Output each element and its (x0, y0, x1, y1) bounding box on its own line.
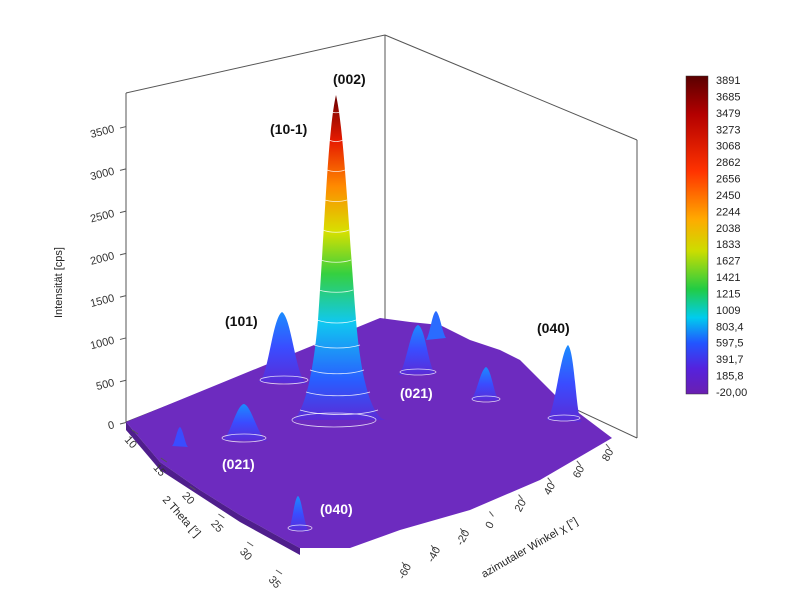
peak-label-040-back: (040) (537, 320, 570, 336)
y-tick-mark (459, 527, 465, 534)
colorbar-label: 1421 (716, 272, 740, 284)
surface-floor (126, 318, 612, 548)
x-tick-label: 35 (266, 574, 283, 591)
y-tick-mark (605, 443, 611, 450)
z-tick-mark (119, 252, 127, 256)
colorbar-label: 1627 (716, 256, 740, 268)
y-tick-label: 40 (542, 481, 558, 497)
z-tick-label: 1500 (89, 292, 116, 310)
y-tick-mark (576, 460, 582, 467)
y-tick-label: 80 (600, 447, 616, 463)
colorbar-label: 1833 (716, 239, 740, 251)
colorbar-label: 185,8 (716, 371, 744, 383)
z-axis-title: Intensität [cps] (53, 247, 65, 318)
x-tick-label: 25 (208, 518, 225, 535)
z-tick-label: 3000 (89, 166, 116, 184)
peak-021-back2-shape (426, 311, 446, 340)
floor-contours (221, 368, 581, 532)
colorbar-label: 1215 (716, 288, 740, 300)
surface-floor-front (126, 422, 300, 555)
peak-label-021-back: (021) (400, 385, 433, 401)
peak-label-002: (002) (333, 71, 366, 87)
z-tick-mark (119, 126, 127, 129)
z-tick-label: 500 (95, 377, 116, 393)
z-tick-label: 2000 (89, 250, 116, 268)
z-tick-mark (119, 210, 127, 214)
y-tick-mark (430, 544, 436, 551)
z-tick-mark (119, 337, 127, 340)
y-tick-mark (489, 511, 494, 517)
z-tick-mark (119, 295, 127, 298)
x-tick-mark (218, 513, 225, 519)
z-tick-mark (119, 422, 127, 425)
peak-101-shape (258, 312, 308, 384)
x-tick-mark (275, 569, 283, 575)
x-tick-label: 30 (237, 546, 254, 563)
z-tick-mark (119, 379, 127, 383)
peak-040-front-shape (288, 496, 310, 532)
peak-label-101: (101) (225, 313, 258, 329)
peak-label-040-front: (040) (320, 501, 353, 517)
colorbar-label: 2656 (716, 174, 740, 186)
colorbar-label: 2244 (716, 206, 740, 218)
z-tick-label: 2500 (89, 208, 116, 226)
x-tick-mark (246, 541, 254, 547)
peak-label-021-front: (021) (222, 456, 255, 472)
z-tick-mark (119, 168, 127, 171)
colorbar-label: 3479 (716, 108, 740, 120)
peak-021-back-shape (398, 325, 436, 375)
peak-002-shape (292, 95, 386, 420)
peak-small-left-shape (172, 427, 188, 447)
x-tick-mark (131, 429, 139, 435)
colorbar-label: -20,00 (716, 387, 747, 399)
z-tick-label: 1000 (89, 335, 116, 353)
peak-002-contours (299, 111, 379, 415)
peak-label-10-1: (10-1) (270, 121, 307, 137)
y-tick-label: -40 (425, 545, 443, 565)
z-axis-ticks: 0 500 1000 1500 2000 2500 3000 3500 (89, 123, 127, 432)
y-tick-label: -60 (396, 562, 414, 582)
colorbar-label: 597,5 (716, 338, 744, 350)
colorbar-label: 3068 (716, 141, 740, 153)
x-tick-mark (160, 457, 168, 463)
colorbar-label: 3891 (716, 75, 740, 87)
z-tick-label: 0 (107, 419, 116, 432)
y-tick-mark (401, 561, 407, 568)
colorbar-label: 1009 (716, 305, 740, 317)
colorbar (685, 75, 709, 395)
colorbar-label: 2038 (716, 223, 740, 235)
z-tick-label: 3500 (89, 123, 116, 141)
x-axis-title: 2 Theta [°] (160, 494, 203, 540)
colorbar-label: 3273 (716, 124, 740, 136)
x-tick-mark (189, 485, 196, 491)
colorbar-labels: 3891 3685 3479 3273 3068 2862 2656 2450 2244 2038… (716, 75, 747, 399)
colorbar-label: 2862 (716, 157, 740, 169)
colorbar-label: 391,7 (716, 354, 744, 366)
peak-mid-shape (470, 367, 500, 401)
y-tick-label: 0 (483, 520, 496, 531)
colorbar-label: 2450 (716, 190, 740, 202)
y-tick-mark (547, 477, 553, 484)
peak-021-front-shape (222, 404, 268, 441)
y-tick-mark (518, 494, 523, 500)
x-tick-label: 20 (179, 490, 196, 507)
y-tick-label: 20 (513, 498, 529, 514)
peak-040-back-shape (546, 345, 582, 422)
colorbar-label: 803,4 (716, 321, 744, 333)
y-tick-label: 60 (571, 464, 587, 480)
colorbar-label: 3685 (716, 91, 740, 103)
y-tick-label: -20 (454, 528, 472, 548)
